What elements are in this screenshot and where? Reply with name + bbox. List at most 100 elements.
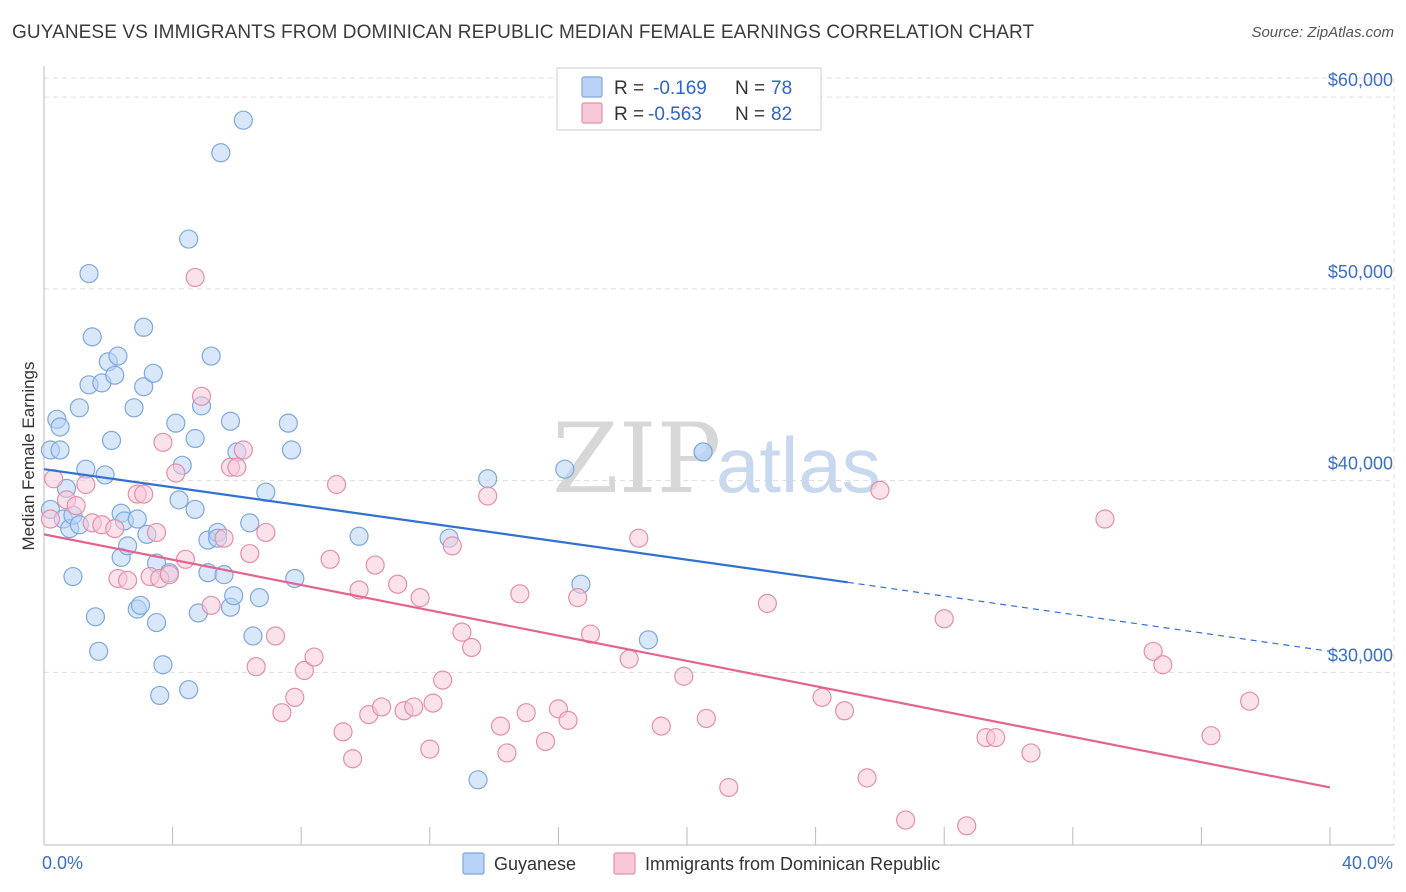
point-guyanese-8 bbox=[63, 566, 83, 587]
point-dominican-48 bbox=[433, 670, 453, 690]
series-dominican-points bbox=[40, 267, 1260, 836]
legend-r-label-guyanese: R = bbox=[614, 78, 644, 99]
chart-title: GUYANESE VS IMMIGRANTS FROM DOMINICAN RE… bbox=[12, 22, 1035, 43]
series-legend-label-dominican: Immigrants from Dominican Republic bbox=[645, 854, 940, 874]
point-dominican-35 bbox=[326, 474, 347, 495]
point-guyanese-19 bbox=[95, 465, 115, 485]
y-axis-title: Median Female Earnings bbox=[19, 362, 38, 551]
point-guyanese-57 bbox=[220, 411, 241, 431]
point-guyanese-23 bbox=[108, 346, 128, 366]
y-tick-label-1: $40,000 bbox=[1328, 454, 1393, 474]
legend-n-value-guyanese: 78 bbox=[771, 78, 792, 99]
point-dominican-74 bbox=[934, 609, 954, 629]
point-guyanese-15 bbox=[82, 327, 102, 347]
point-guyanese-61 bbox=[233, 110, 253, 130]
legend-r-label-dominican: R = bbox=[614, 104, 644, 125]
x-tick-labels: 0.0% 40.0% bbox=[42, 853, 1393, 873]
point-dominican-36 bbox=[333, 722, 353, 742]
point-guyanese-45 bbox=[179, 229, 199, 249]
watermark-atlas: atlas bbox=[716, 421, 881, 509]
point-dominican-68 bbox=[757, 593, 777, 613]
point-guyanese-4 bbox=[50, 440, 70, 460]
point-dominican-3 bbox=[66, 496, 86, 516]
point-dominican-41 bbox=[371, 697, 392, 717]
point-guyanese-22 bbox=[105, 365, 125, 385]
point-dominican-55 bbox=[510, 584, 530, 604]
point-guyanese-52 bbox=[201, 346, 221, 366]
point-dominican-75 bbox=[957, 816, 977, 836]
point-dominican-25 bbox=[233, 440, 253, 460]
y-tick-labels: $30,000 $40,000 $50,000 $60,000 bbox=[1328, 70, 1393, 665]
point-guyanese-37 bbox=[146, 612, 167, 633]
trend-line-guyanese bbox=[43, 468, 848, 584]
point-guyanese-35 bbox=[143, 363, 163, 383]
point-dominican-7 bbox=[105, 519, 125, 539]
x-tick-label-0: 0.0% bbox=[42, 853, 83, 873]
point-dominican-59 bbox=[558, 710, 578, 730]
point-dominican-46 bbox=[420, 739, 440, 759]
point-guyanese-69 bbox=[349, 526, 369, 546]
point-dominican-20 bbox=[191, 386, 212, 406]
point-guyanese-10 bbox=[69, 398, 89, 418]
point-dominican-56 bbox=[516, 703, 536, 723]
point-guyanese-75 bbox=[638, 630, 659, 650]
y-tick-label-2: $50,000 bbox=[1328, 262, 1393, 282]
point-dominican-62 bbox=[619, 649, 639, 669]
point-dominican-78 bbox=[1021, 743, 1041, 763]
point-guyanese-62 bbox=[240, 513, 260, 533]
point-dominican-79 bbox=[1095, 509, 1115, 529]
grid-lines bbox=[44, 77, 1395, 845]
point-dominican-13 bbox=[146, 522, 167, 543]
watermark: ZIP atlas bbox=[552, 403, 881, 515]
point-dominican-71 bbox=[857, 768, 877, 788]
point-dominican-51 bbox=[461, 637, 482, 658]
point-dominican-60 bbox=[568, 588, 588, 608]
point-guyanese-33 bbox=[134, 377, 154, 397]
series-legend: Guyanese Immigrants from Dominican Repub… bbox=[462, 852, 940, 875]
point-dominican-29 bbox=[265, 626, 286, 646]
point-guyanese-63 bbox=[243, 626, 263, 646]
point-dominican-47 bbox=[423, 693, 443, 713]
point-dominican-57 bbox=[535, 731, 556, 752]
point-dominican-82 bbox=[1201, 726, 1221, 746]
point-guyanese-44 bbox=[179, 680, 199, 700]
point-dominican-15 bbox=[153, 432, 173, 452]
series-guyanese-points bbox=[40, 110, 713, 790]
source-label: Source: ZipAtlas.com bbox=[1251, 24, 1394, 41]
point-guyanese-66 bbox=[278, 413, 298, 433]
point-dominican-45 bbox=[410, 588, 430, 608]
point-dominican-4 bbox=[76, 474, 96, 495]
point-dominican-42 bbox=[388, 574, 408, 594]
trend-line-dominican bbox=[43, 533, 1331, 789]
point-dominican-81 bbox=[1153, 655, 1173, 675]
point-dominican-0 bbox=[40, 509, 61, 529]
point-dominican-19 bbox=[185, 267, 205, 288]
point-guyanese-59 bbox=[224, 586, 244, 606]
point-dominican-61 bbox=[580, 624, 601, 644]
series-legend-swatch-dominican bbox=[613, 852, 636, 875]
series-legend-swatch-guyanese bbox=[462, 852, 485, 875]
point-dominican-26 bbox=[240, 543, 260, 564]
point-dominican-50 bbox=[452, 622, 472, 642]
point-dominican-44 bbox=[404, 697, 424, 717]
legend-swatch-guyanese bbox=[581, 76, 603, 98]
legend-n-label-dominican: N = bbox=[735, 104, 765, 125]
point-guyanese-64 bbox=[249, 588, 270, 608]
point-dominican-70 bbox=[834, 701, 855, 721]
point-dominican-37 bbox=[343, 749, 363, 769]
point-guyanese-72 bbox=[478, 469, 498, 489]
point-guyanese-47 bbox=[185, 428, 205, 449]
point-guyanese-21 bbox=[101, 430, 122, 451]
point-guyanese-42 bbox=[169, 490, 189, 510]
point-dominican-31 bbox=[285, 687, 305, 707]
point-dominican-34 bbox=[320, 549, 340, 569]
point-dominican-21 bbox=[201, 595, 221, 615]
point-guyanese-13 bbox=[79, 263, 99, 284]
point-guyanese-67 bbox=[281, 440, 302, 460]
point-guyanese-16 bbox=[85, 607, 106, 627]
trend-line-guyanese-extension bbox=[847, 581, 1331, 652]
point-dominican-52 bbox=[478, 486, 498, 506]
point-guyanese-71 bbox=[468, 770, 488, 790]
point-dominican-69 bbox=[812, 687, 832, 707]
